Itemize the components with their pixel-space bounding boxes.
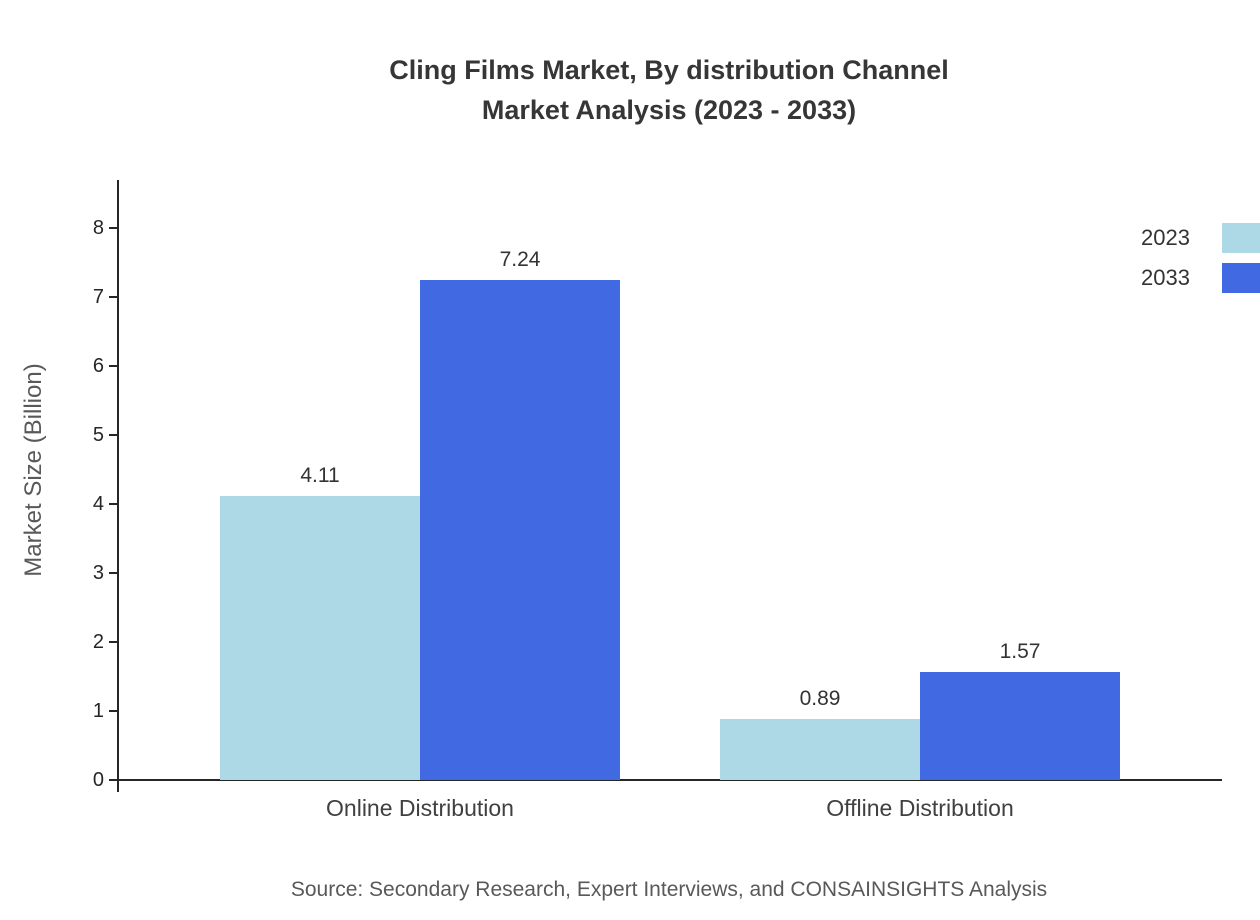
y-tick-mark-6 xyxy=(109,365,118,367)
y-tick-mark-8 xyxy=(109,227,118,229)
bar-value-label-2023-online-distribution: 4.11 xyxy=(300,464,340,487)
bar-value-label-2033-online-distribution: 7.24 xyxy=(499,248,541,271)
category-label-offline-distribution: Offline Distribution xyxy=(826,795,1014,821)
y-tick-mark-3 xyxy=(109,572,118,574)
y-tick-label-0: 0 xyxy=(92,769,104,791)
category-label-online-distribution: Online Distribution xyxy=(326,795,514,821)
legend-label-2033: 2033 xyxy=(1141,265,1190,290)
y-axis-line xyxy=(117,180,119,792)
bar-2033-online-distribution xyxy=(420,280,620,780)
bar-2023-offline-distribution xyxy=(720,719,920,780)
bar-value-label-2033-offline-distribution: 1.57 xyxy=(999,640,1041,663)
y-tick-label-6: 6 xyxy=(92,355,104,377)
y-tick-label-1: 1 xyxy=(92,700,104,722)
bar-value-label-2023-offline-distribution: 0.89 xyxy=(799,687,841,710)
y-tick-mark-5 xyxy=(109,434,118,436)
legend-swatch-2023 xyxy=(1222,223,1260,253)
bar-2033-offline-distribution xyxy=(920,672,1120,780)
y-tick-label-2: 2 xyxy=(92,631,104,653)
y-tick-label-5: 5 xyxy=(92,424,104,446)
y-tick-mark-0 xyxy=(109,779,118,781)
y-tick-mark-4 xyxy=(109,503,118,505)
y-tick-label-3: 3 xyxy=(92,562,104,584)
y-tick-label-8: 8 xyxy=(92,217,104,239)
chart-title-line2: Market Analysis (2023 - 2033) xyxy=(481,95,857,125)
y-tick-label-4: 4 xyxy=(92,493,104,515)
chart-title: Cling Films Market, By distribution Chan… xyxy=(118,50,1220,130)
legend-swatch-2033 xyxy=(1222,263,1260,293)
bar-2023-online-distribution xyxy=(220,496,420,780)
legend-label-2023: 2023 xyxy=(1141,225,1190,250)
y-tick-mark-7 xyxy=(109,296,118,298)
y-tick-label-7: 7 xyxy=(92,286,104,308)
x-axis-line xyxy=(110,779,1222,781)
y-tick-mark-2 xyxy=(109,641,118,643)
y-axis-label: Market Size (Billion) xyxy=(20,363,47,577)
y-tick-mark-1 xyxy=(109,710,118,712)
source-text: Source: Secondary Research, Expert Inter… xyxy=(290,878,1048,901)
chart-title-line1: Cling Films Market, By distribution Chan… xyxy=(389,55,949,85)
